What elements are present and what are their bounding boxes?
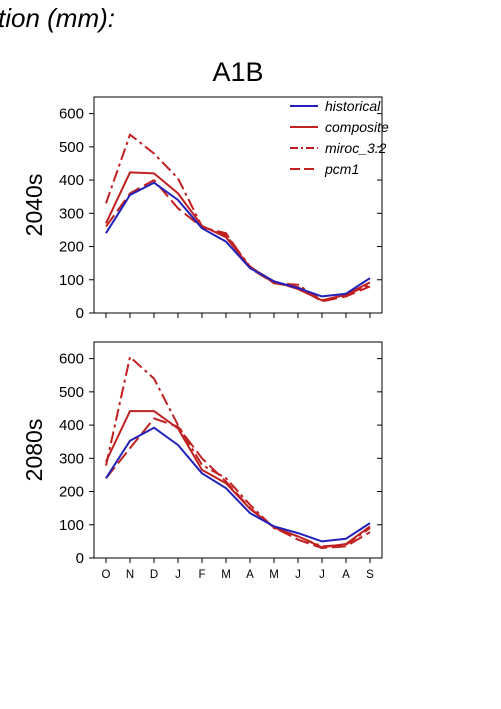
series-line-historical — [105, 426, 371, 543]
y-tick-label: 100 — [59, 517, 84, 534]
x-tick-label: J — [319, 569, 325, 581]
panels: 0 100 200 300 400 500 600 2040s historical compos… — [21, 96, 389, 581]
y-tick-label: 500 — [59, 139, 84, 156]
series-line-miroc_3.2 — [105, 356, 371, 548]
plot-frame — [93, 341, 383, 559]
series-line-historical — [105, 181, 371, 298]
y-tick-label: 600 — [59, 106, 84, 123]
x-tick-label: S — [366, 569, 374, 581]
x-tick-label: A — [342, 569, 350, 581]
y-tick-label: 400 — [59, 172, 84, 189]
y-tick-label: 400 — [59, 417, 84, 434]
legend: historical composite miroc_3.2 pcm1 — [290, 98, 389, 177]
legend-label-pcm1: pcm1 — [324, 161, 359, 177]
panel-2080s: 0 100 200 300 400 500 600 O N D J F M A M J J A S 2080s — [21, 341, 383, 581]
figure-header-text: tion (mm): — [0, 3, 115, 33]
series-line-pcm1 — [105, 417, 371, 549]
row-label: 2080s — [21, 419, 47, 482]
x-tick-label: M — [221, 569, 231, 581]
series-line-composite — [105, 171, 371, 302]
y-tick-label: 300 — [59, 450, 84, 467]
series-line-miroc_3.2 — [105, 133, 371, 302]
y-tick-label: 0 — [76, 305, 84, 322]
plot-frame — [93, 96, 383, 314]
row-label: 2040s — [21, 174, 47, 237]
y-tick-label: 200 — [59, 484, 84, 501]
x-tick-label: F — [198, 569, 205, 581]
scenario-title: A1B — [212, 57, 263, 87]
y-tick-label: 600 — [59, 351, 84, 368]
x-tick-label: D — [150, 569, 158, 581]
series-line-pcm1 — [105, 179, 371, 303]
x-tick-label: M — [269, 569, 279, 581]
legend-label-miroc_3.2: miroc_3.2 — [325, 140, 387, 156]
panel-2040s: 0 100 200 300 400 500 600 2040s historical compos… — [21, 96, 389, 322]
legend-label-composite: composite — [325, 119, 389, 135]
y-tick-label: 200 — [59, 239, 84, 256]
x-tick-label: J — [295, 569, 301, 581]
legend-label-historical: historical — [325, 98, 381, 114]
y-tick-label: 0 — [76, 550, 84, 567]
x-tick-label: O — [102, 569, 111, 581]
x-tick-label: A — [246, 569, 254, 581]
x-tick-label: J — [175, 569, 181, 581]
y-tick-label: 100 — [59, 272, 84, 289]
y-tick-label: 300 — [59, 205, 84, 222]
y-tick-label: 500 — [59, 384, 84, 401]
x-tick-label: N — [126, 569, 134, 581]
